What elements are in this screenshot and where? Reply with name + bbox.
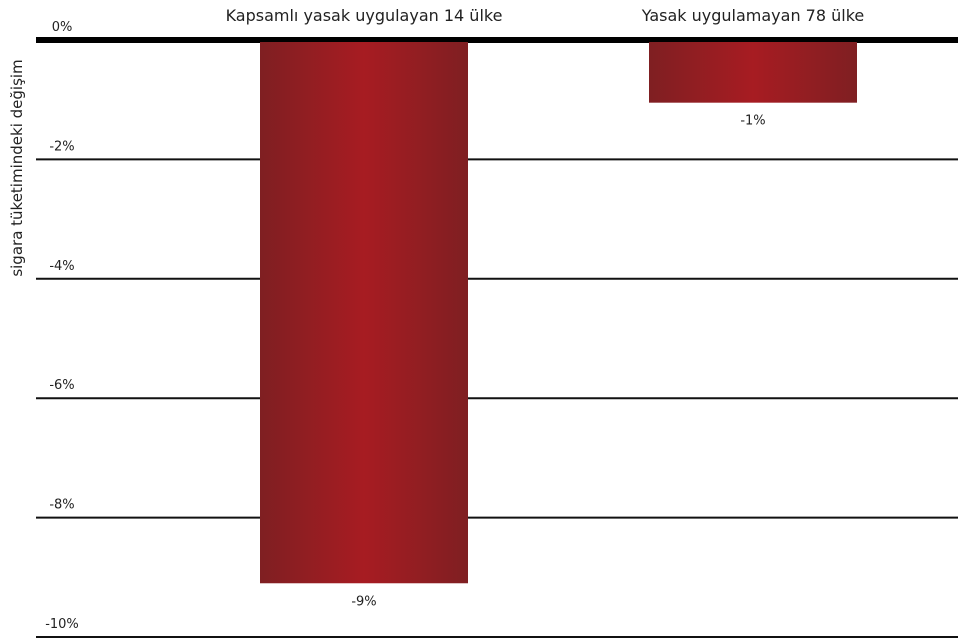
bar [649, 42, 857, 103]
y-tick-label: -4% [49, 259, 74, 274]
bar [260, 42, 468, 584]
category-labels: Kapsamlı yasak uygulayan 14 ülke Yasak uy… [226, 6, 865, 25]
y-tick-labels: 0% -2% -4% -6% -8% -10% [45, 20, 79, 632]
value-label: -1% [740, 114, 765, 129]
category-label: Yasak uygulamayan 78 ülke [641, 6, 864, 25]
y-axis-title: sigara tüketimindeki değişim [8, 59, 26, 276]
y-tick-label: -2% [49, 139, 74, 154]
value-labels: -9% -1% [351, 114, 765, 610]
y-tick-label: -10% [45, 617, 79, 632]
bars [260, 42, 857, 584]
category-label: Kapsamlı yasak uygulayan 14 ülke [226, 6, 503, 25]
y-tick-label: -8% [49, 498, 74, 513]
value-label: -9% [351, 594, 376, 609]
y-tick-label: -6% [49, 378, 74, 393]
gridlines [36, 37, 958, 638]
y-tick-label: 0% [52, 20, 73, 35]
